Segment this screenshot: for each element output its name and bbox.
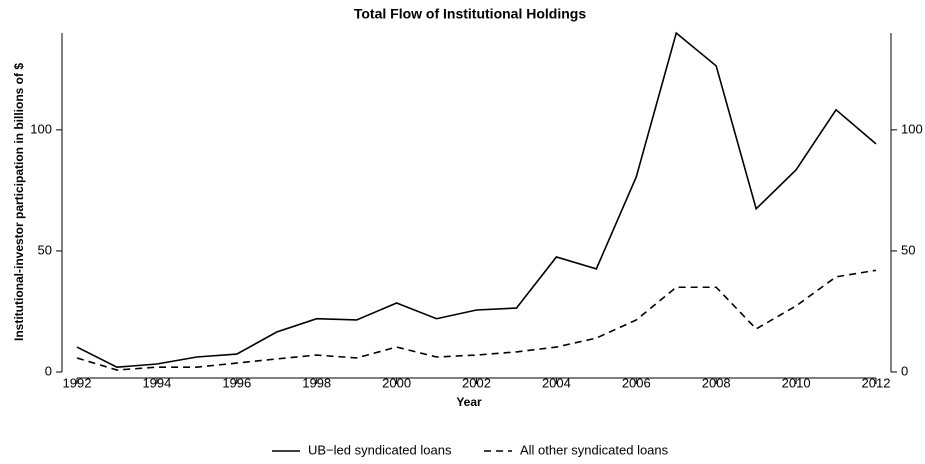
- y-tick-label: 100: [30, 121, 52, 136]
- x-tick-label: 2000: [382, 375, 411, 390]
- y-tick-label: 50: [38, 242, 52, 257]
- x-tick-label: 2008: [702, 375, 731, 390]
- x-tick-label: 2002: [462, 375, 491, 390]
- y-axis-label: Institutional-investor participation in …: [12, 63, 26, 341]
- chart-title: Total Flow of Institutional Holdings: [354, 6, 586, 22]
- x-tick-label: 1998: [302, 375, 331, 390]
- x-tick-label: 1992: [63, 375, 92, 390]
- x-tick-label: 1994: [142, 375, 171, 390]
- y-tick-label: 0: [45, 363, 52, 378]
- y2-tick-label: 100: [901, 121, 923, 136]
- y2-tick-label: 50: [901, 242, 915, 257]
- y2-tick-label: 0: [901, 363, 908, 378]
- x-tick-label: 1996: [222, 375, 251, 390]
- line: [76, 31, 877, 368]
- x-tick-label: 2006: [622, 375, 651, 390]
- line: [76, 269, 877, 371]
- legend-label: All other syndicated loans: [520, 442, 669, 457]
- x-tick-label: 2004: [542, 375, 571, 390]
- legend-label: UB−led syndicated loans: [308, 442, 452, 457]
- x-tick-label: 2010: [782, 375, 811, 390]
- x-tick-label: 2012: [862, 375, 891, 390]
- x-axis-label: Year: [456, 395, 482, 409]
